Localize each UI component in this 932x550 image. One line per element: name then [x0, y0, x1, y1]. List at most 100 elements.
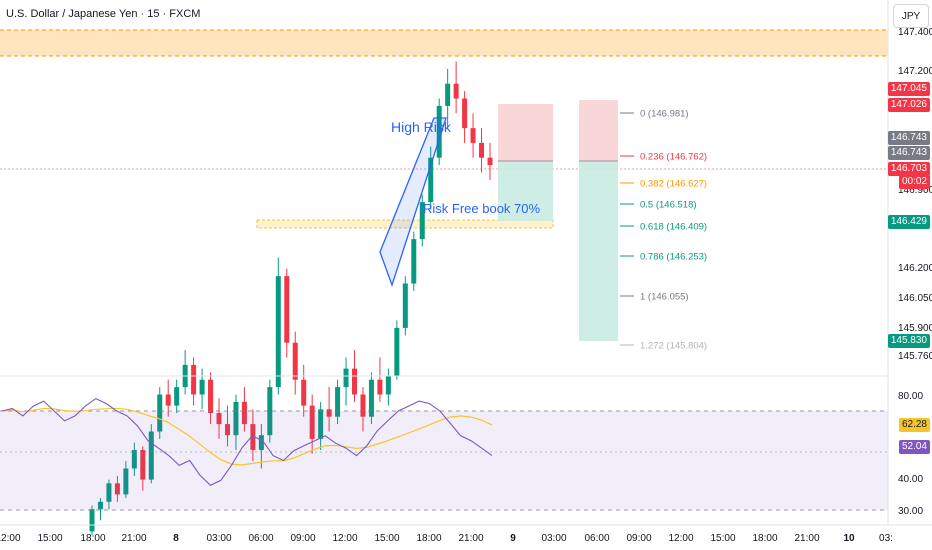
candle-body	[301, 379, 307, 406]
time-axis: 12:00 15:00 18:00 21:00 8 03:00 06:00 09:00 12:0…	[0, 533, 893, 544]
price-tick: 145.900	[898, 323, 932, 334]
candle-body	[97, 501, 103, 510]
candle-body	[123, 468, 129, 495]
candle-body	[258, 435, 264, 451]
candle-body	[292, 342, 298, 380]
candle-body	[445, 83, 451, 106]
position-2-target-box	[579, 161, 618, 341]
rsi-tick: 40.00	[898, 474, 923, 485]
entry-zone	[256, 219, 554, 229]
fib-level-label: 0.5 (146.518)	[640, 200, 697, 211]
candle-body	[368, 379, 374, 417]
price-tick: 146.200	[898, 263, 932, 274]
candle-body	[385, 376, 391, 395]
time-tick: 09:00	[290, 533, 315, 544]
stop-lower-tag: 147.026	[887, 98, 930, 112]
time-tick: 03:00	[206, 533, 231, 544]
time-tick: 03:00	[541, 533, 566, 544]
chart-title: U.S. Dollar / Japanese Yen · 15 · FXCM	[6, 8, 201, 20]
time-tick: 10	[843, 533, 855, 544]
candle-body	[157, 394, 163, 432]
price-tick: 145.760	[898, 351, 932, 362]
time-tick: 15:00	[374, 533, 399, 544]
high-risk-label: High Risk	[391, 119, 452, 135]
time-tick: 12:00	[0, 533, 21, 544]
time-tick: 12:00	[668, 533, 693, 544]
time-tick: 06:00	[584, 533, 609, 544]
candle-body	[470, 128, 476, 143]
candle-body	[309, 405, 315, 439]
rsi-line	[1, 397, 493, 486]
fib-level-label: 0.382 (146.627)	[640, 179, 707, 190]
candle-body	[106, 483, 112, 502]
time-tick: 9	[510, 533, 516, 544]
rsi-tick: 30.00	[898, 506, 923, 517]
candle-body	[199, 379, 205, 395]
candle-body	[224, 424, 230, 436]
candle-body	[394, 327, 400, 377]
candle-body	[284, 276, 290, 343]
fibonacci-levels: 0 (146.981) 0.236 (146.762) 0.382 (146.627…	[620, 109, 707, 352]
candle-body	[148, 431, 154, 480]
candle-body	[89, 509, 95, 532]
candle-body	[335, 387, 341, 417]
time-tick: 09:00	[626, 533, 651, 544]
price-tick: 146.050	[898, 293, 932, 304]
position-1-target-box	[498, 161, 553, 221]
candle-body	[360, 394, 366, 417]
entry-tag: 146.429	[887, 215, 930, 229]
candles	[89, 61, 493, 536]
time-tick: 8	[173, 533, 179, 544]
candle-body	[411, 239, 417, 284]
fib-level-label: 0.236 (146.762)	[640, 152, 707, 163]
time-tick: 06:00	[248, 533, 273, 544]
position-2-stop-box	[579, 100, 618, 161]
countdown-tag: 00:02	[898, 175, 930, 189]
candle-body	[191, 364, 197, 395]
candle-body	[343, 368, 349, 388]
price-tick: 147.400	[898, 27, 932, 38]
candle-body	[462, 98, 468, 129]
time-tick: 18:00	[416, 533, 441, 544]
candle-body	[114, 483, 120, 495]
fib-level-label: 1.272 (145.804)	[640, 341, 707, 352]
fib-level-label: 1 (146.055)	[640, 292, 689, 303]
candle-body	[174, 387, 180, 406]
fib-level-label: 0.618 (146.409)	[640, 222, 707, 233]
time-tick: 03:	[879, 533, 893, 544]
stop-upper-tag: 147.045	[887, 82, 930, 96]
time-tick: 18:00	[752, 533, 777, 544]
fib-level-label: 0 (146.981)	[640, 109, 689, 120]
candle-body	[479, 142, 485, 158]
time-tick: 21:00	[794, 533, 819, 544]
fib-level-label: 0.786 (146.253)	[640, 252, 707, 263]
candle-body	[140, 450, 146, 480]
candle-body	[318, 409, 324, 439]
time-tick: 12:00	[332, 533, 357, 544]
rsi-band	[0, 411, 888, 510]
candle-body	[275, 276, 281, 388]
last-price-tag: 146.743	[887, 146, 930, 160]
candle-body	[267, 387, 273, 436]
candle-body	[402, 283, 408, 328]
current-price-tag: 146.703	[887, 162, 930, 176]
candle-body	[216, 413, 222, 425]
last-price-tag: 146.743	[887, 131, 930, 145]
candle-body	[165, 394, 171, 406]
candle-body	[377, 379, 383, 395]
candle-body	[326, 409, 332, 417]
candle-body	[419, 202, 425, 240]
candle-body	[453, 83, 459, 99]
candle-body	[208, 379, 214, 414]
candle-body	[250, 424, 256, 451]
price-tick: 147.200	[898, 66, 932, 77]
time-tick: 15:00	[710, 533, 735, 544]
supply-zone	[0, 30, 888, 56]
rising-channel	[379, 117, 447, 288]
currency-button[interactable]: JPY	[893, 4, 929, 28]
candle-body	[428, 157, 434, 203]
candle-body	[233, 401, 239, 436]
rsi-tag: 52.04	[898, 440, 930, 454]
candle-body	[436, 105, 442, 158]
